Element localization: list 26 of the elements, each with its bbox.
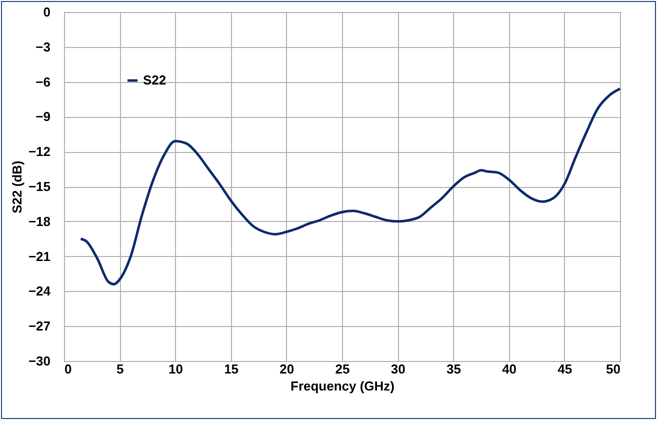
y-axis-title: S22 (dB) — [9, 160, 24, 214]
y-tick-label: −12 — [28, 144, 50, 160]
x-tick-label: 10 — [168, 362, 183, 376]
y-tick-label: −6 — [36, 74, 50, 90]
legend-label: S22 — [143, 72, 166, 88]
x-tick-label: 25 — [335, 362, 350, 376]
x-tick-label: 15 — [224, 362, 239, 376]
y-tick-label: −27 — [28, 318, 50, 334]
x-tick-label: 0 — [64, 362, 72, 376]
x-tick-label: 45 — [558, 362, 572, 376]
x-tick-label: 30 — [390, 362, 406, 376]
y-tick-label: −30 — [28, 354, 50, 368]
x-tick-label: 40 — [502, 362, 517, 376]
y-tick-label: −3 — [36, 39, 50, 54]
x-tick-label: 20 — [280, 362, 294, 376]
x-tick-label: 35 — [446, 362, 461, 376]
y-tick-label: −15 — [28, 179, 50, 194]
x-tick-label: 5 — [116, 362, 124, 376]
y-tick-label: −18 — [28, 214, 50, 229]
y-tick-label: 0 — [43, 4, 50, 20]
y-tick-label: −9 — [36, 109, 50, 124]
x-axis-title: Frequency (GHz) — [290, 378, 395, 394]
y-tick-label: −21 — [28, 248, 50, 264]
line-series — [79, 88, 622, 286]
y-tick-label: −24 — [28, 284, 52, 299]
x-tick-label: 50 — [606, 362, 620, 376]
